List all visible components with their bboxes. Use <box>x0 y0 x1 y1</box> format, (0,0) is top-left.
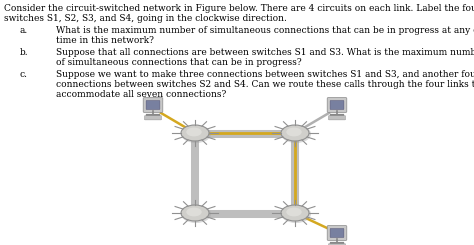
FancyBboxPatch shape <box>328 244 346 245</box>
Text: a.: a. <box>20 26 28 35</box>
Text: Consider the circuit-switched network in Figure below. There are 4 circuits on e: Consider the circuit-switched network in… <box>4 4 474 13</box>
Ellipse shape <box>181 205 209 221</box>
Text: b.: b. <box>20 48 28 57</box>
FancyBboxPatch shape <box>330 229 344 237</box>
Text: connections between switches S2 and S4. Can we route these calls through the fou: connections between switches S2 and S4. … <box>56 80 474 89</box>
Text: switches S1, S2, S3, and S4, going in the clockwise direction.: switches S1, S2, S3, and S4, going in th… <box>4 14 287 23</box>
Ellipse shape <box>181 125 209 141</box>
Text: time in this network?: time in this network? <box>56 36 154 45</box>
Ellipse shape <box>286 208 301 216</box>
FancyBboxPatch shape <box>146 100 160 110</box>
FancyBboxPatch shape <box>327 226 347 240</box>
Text: Suppose that all connections are between switches S1 and S3. What is the maximum: Suppose that all connections are between… <box>56 48 474 57</box>
FancyBboxPatch shape <box>143 98 163 112</box>
Ellipse shape <box>186 128 202 136</box>
Ellipse shape <box>286 128 301 136</box>
Ellipse shape <box>281 205 309 221</box>
Text: Suppose we want to make three connections between switches S1 and S3, and anothe: Suppose we want to make three connection… <box>56 70 474 79</box>
Ellipse shape <box>181 125 211 143</box>
Ellipse shape <box>281 125 309 141</box>
Ellipse shape <box>281 205 311 223</box>
Ellipse shape <box>181 205 211 223</box>
Text: accommodate all seven connections?: accommodate all seven connections? <box>56 90 226 99</box>
Text: What is the maximum number of simultaneous connections that can be in progress a: What is the maximum number of simultaneo… <box>56 26 474 35</box>
FancyBboxPatch shape <box>330 100 344 110</box>
FancyBboxPatch shape <box>327 98 347 112</box>
Text: of simultaneous connections that can be in progress?: of simultaneous connections that can be … <box>56 58 301 67</box>
FancyBboxPatch shape <box>145 116 162 120</box>
Ellipse shape <box>186 208 202 216</box>
Text: c.: c. <box>20 70 28 79</box>
Ellipse shape <box>281 125 311 143</box>
FancyBboxPatch shape <box>328 116 346 120</box>
